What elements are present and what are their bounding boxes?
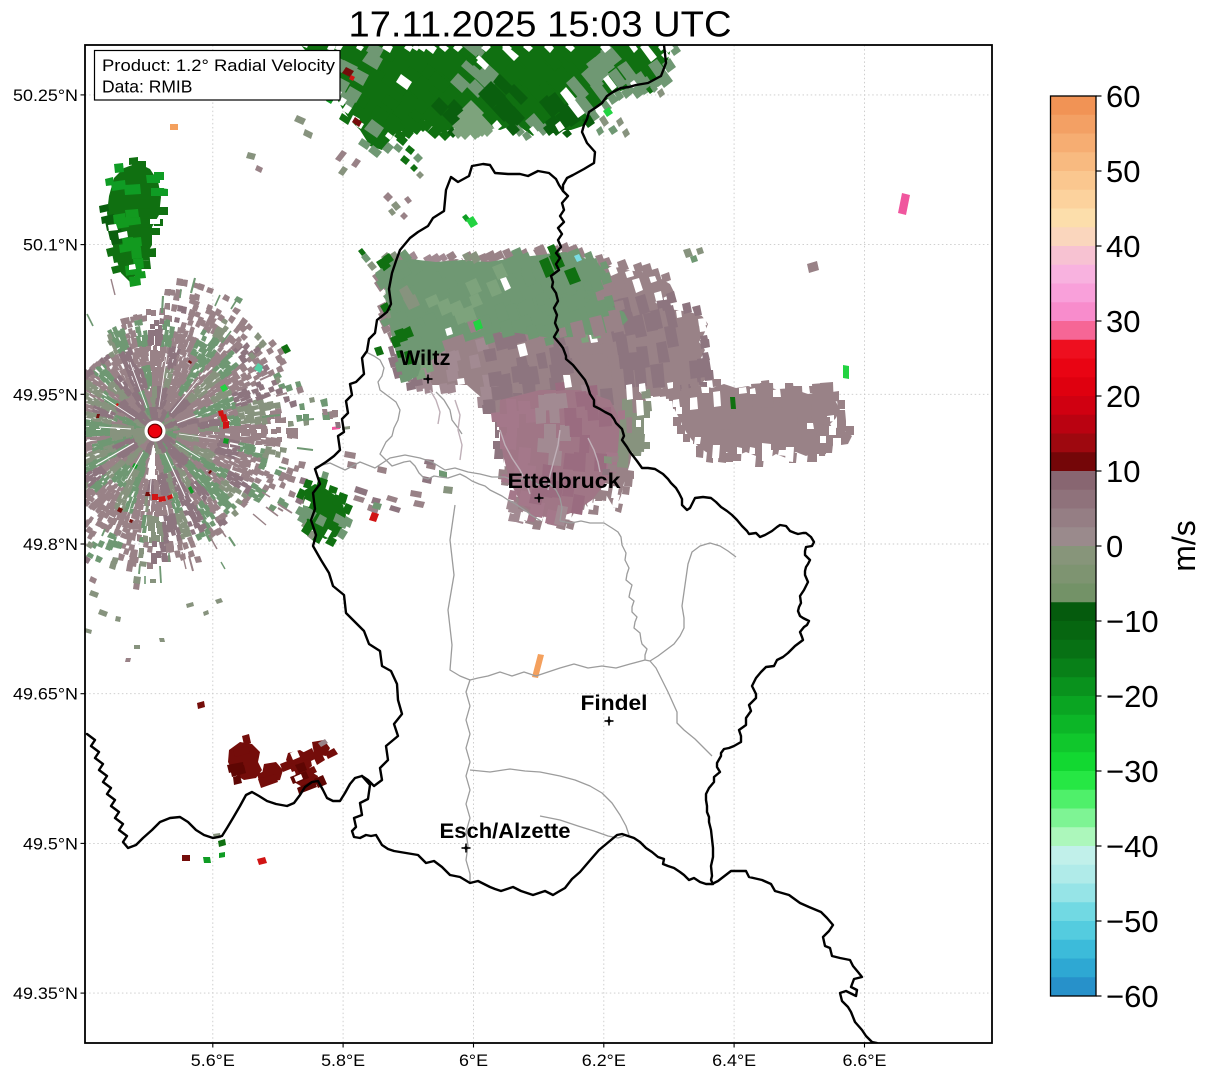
svg-text:10: 10 xyxy=(1106,454,1140,489)
svg-text:17.11.2025 15:03 UTC: 17.11.2025 15:03 UTC xyxy=(349,4,732,45)
svg-text:6.2°E: 6.2°E xyxy=(582,1051,626,1070)
svg-text:50.25°N: 50.25°N xyxy=(13,86,78,105)
svg-text:49.35°N: 49.35°N xyxy=(13,984,78,1003)
svg-text:Esch/Alzette: Esch/Alzette xyxy=(440,820,571,843)
svg-text:50.1°N: 50.1°N xyxy=(23,236,78,255)
svg-text:6°E: 6°E xyxy=(459,1051,488,1070)
svg-text:m/s: m/s xyxy=(1166,520,1202,572)
svg-text:6.6°E: 6.6°E xyxy=(843,1051,887,1070)
svg-text:Findel: Findel xyxy=(581,692,648,715)
svg-text:Data: RMIB: Data: RMIB xyxy=(102,77,192,97)
svg-text:20: 20 xyxy=(1106,379,1140,414)
svg-text:6.4°E: 6.4°E xyxy=(712,1051,756,1070)
svg-text:40: 40 xyxy=(1106,229,1140,264)
svg-text:−30: −30 xyxy=(1106,754,1159,789)
svg-text:Ettelbruck: Ettelbruck xyxy=(508,470,621,493)
svg-text:−50: −50 xyxy=(1106,904,1159,939)
svg-text:60: 60 xyxy=(1106,79,1140,114)
svg-text:−60: −60 xyxy=(1106,979,1159,1014)
svg-text:50: 50 xyxy=(1106,154,1140,189)
svg-text:49.5°N: 49.5°N xyxy=(23,834,78,853)
svg-text:5.8°E: 5.8°E xyxy=(321,1051,365,1070)
svg-text:0: 0 xyxy=(1106,529,1123,564)
svg-text:5.6°E: 5.6°E xyxy=(191,1051,235,1070)
svg-text:49.65°N: 49.65°N xyxy=(13,685,78,704)
svg-text:49.8°N: 49.8°N xyxy=(23,535,78,554)
svg-text:−10: −10 xyxy=(1106,604,1159,639)
svg-text:Wiltz: Wiltz xyxy=(400,347,451,370)
svg-text:30: 30 xyxy=(1106,304,1140,339)
svg-text:Product: 1.2° Radial Velocity: Product: 1.2° Radial Velocity xyxy=(102,56,336,75)
svg-text:49.95°N: 49.95°N xyxy=(13,385,78,404)
svg-text:−20: −20 xyxy=(1106,679,1159,714)
svg-text:−40: −40 xyxy=(1106,829,1159,864)
